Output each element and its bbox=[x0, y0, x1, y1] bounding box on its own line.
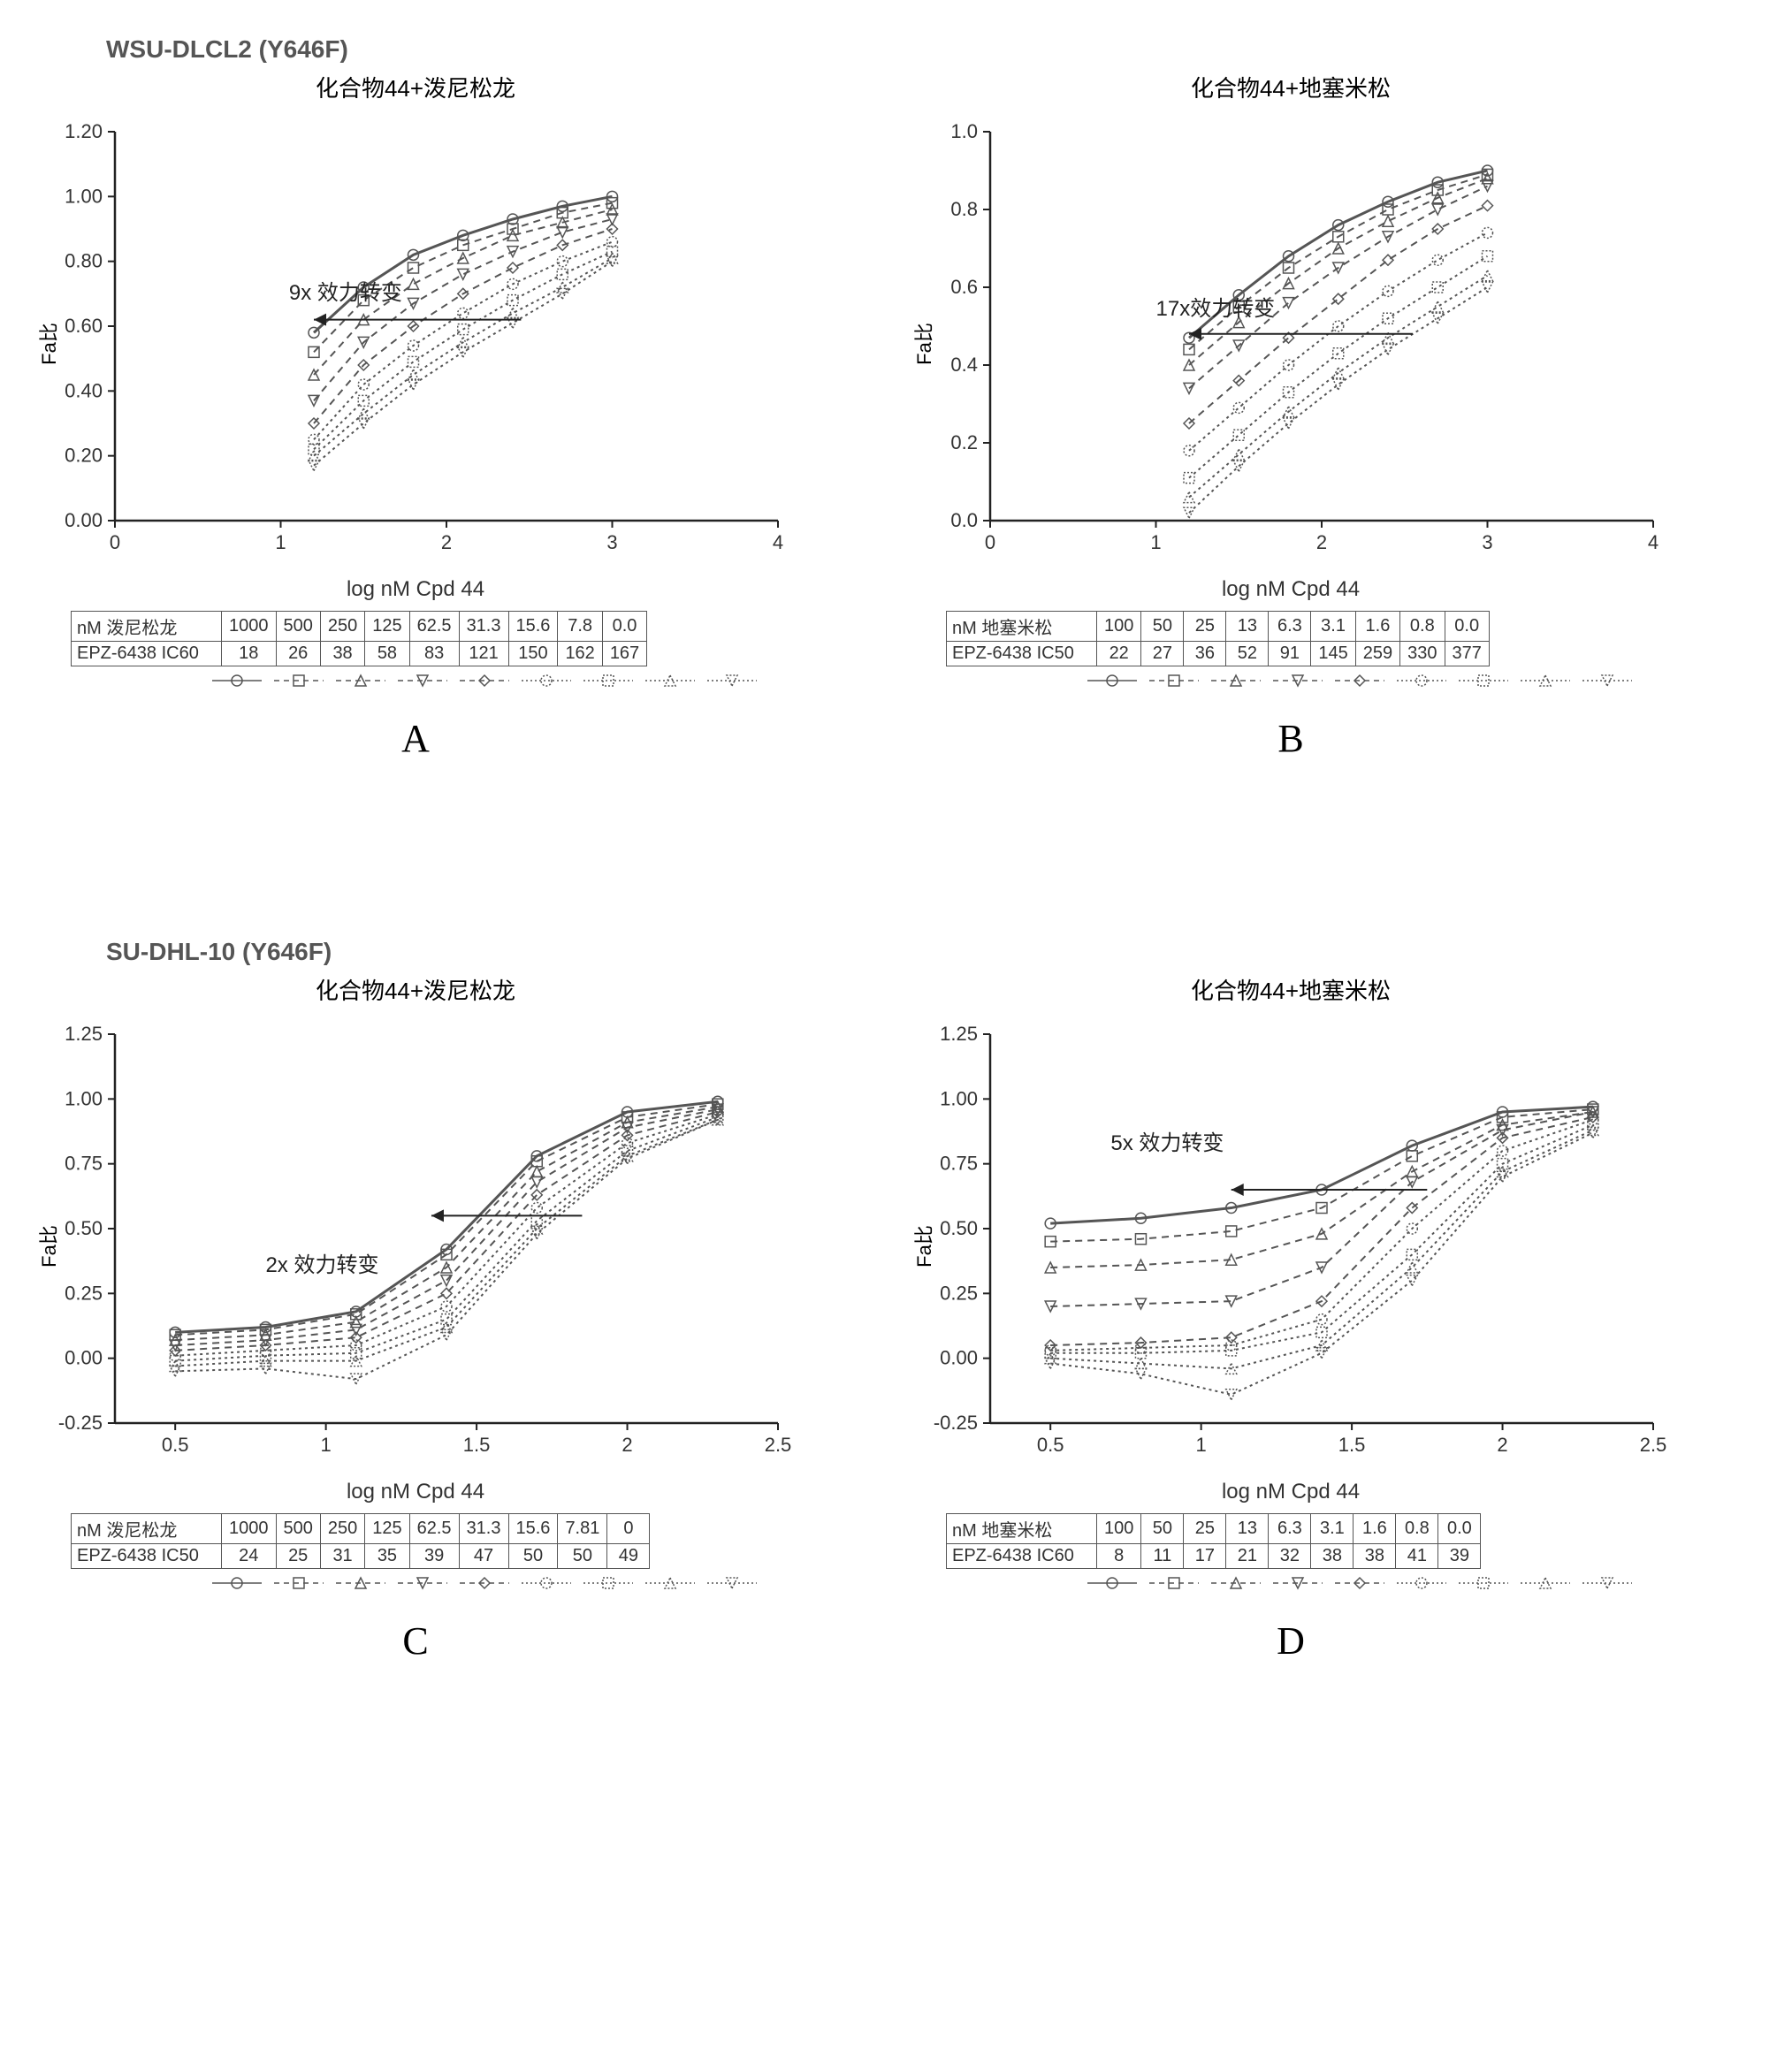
panel-D-xlabel: log nM Cpd 44 bbox=[911, 1480, 1671, 1504]
svg-text:3: 3 bbox=[606, 531, 617, 553]
svg-text:0.50: 0.50 bbox=[65, 1217, 103, 1239]
panel-A-subtitle: 化合物44+泼尼松龙 bbox=[35, 71, 796, 103]
svg-text:4: 4 bbox=[773, 531, 783, 553]
panel-B: 化合物44+地塞米松 Fa比 0 1 2 3 4 0.0 0.2 0.4 0.6 0.8 1.0 1… bbox=[911, 35, 1671, 761]
panel-D-header bbox=[911, 938, 1671, 966]
svg-text:3: 3 bbox=[1482, 531, 1492, 553]
svg-text:1: 1 bbox=[321, 1434, 332, 1456]
svg-text:2.5: 2.5 bbox=[765, 1434, 792, 1456]
panel-C-legend bbox=[212, 1574, 796, 1592]
svg-text:1.25: 1.25 bbox=[940, 1023, 978, 1045]
svg-text:1: 1 bbox=[1196, 1434, 1207, 1456]
svg-text:0.4: 0.4 bbox=[950, 354, 978, 376]
panel-B-header bbox=[911, 35, 1671, 64]
panel-B-ylabel: Fa比 bbox=[909, 323, 937, 365]
svg-text:1.20: 1.20 bbox=[65, 120, 103, 142]
svg-text:0.6: 0.6 bbox=[950, 276, 978, 298]
panel-C-table: nM 泼尼松龙100050025012562.531.315.67.810EPZ… bbox=[71, 1513, 650, 1569]
svg-text:0.5: 0.5 bbox=[162, 1434, 189, 1456]
panel-D-annotation: 5x 效力转变 bbox=[1110, 1125, 1224, 1156]
panel-D-table: nM 地塞米松1005025136.33.11.60.80.0EPZ-6438 … bbox=[946, 1513, 1481, 1569]
svg-text:0.5: 0.5 bbox=[1037, 1434, 1064, 1456]
svg-text:0.00: 0.00 bbox=[65, 1347, 103, 1369]
svg-text:0.75: 0.75 bbox=[940, 1153, 978, 1175]
svg-text:1.25: 1.25 bbox=[65, 1023, 103, 1045]
svg-text:1.00: 1.00 bbox=[65, 1087, 103, 1109]
panel-A-legend bbox=[212, 672, 796, 689]
panel-C-xlabel: log nM Cpd 44 bbox=[35, 1480, 796, 1504]
svg-text:1.00: 1.00 bbox=[940, 1087, 978, 1109]
panel-B-subtitle: 化合物44+地塞米松 bbox=[911, 71, 1671, 103]
panel-D-chart: Fa比 0.5 1 1.5 2 2.5 -0.25 0.00 0.25 0.50 0.75 1.00… bbox=[911, 1016, 1671, 1476]
panel-C-letter: C bbox=[35, 1618, 796, 1664]
svg-text:1: 1 bbox=[275, 531, 286, 553]
svg-text:4: 4 bbox=[1648, 531, 1659, 553]
panel-A-letter: A bbox=[35, 716, 796, 761]
panel-C-subtitle: 化合物44+泼尼松龙 bbox=[35, 973, 796, 1006]
svg-text:2: 2 bbox=[621, 1434, 632, 1456]
svg-text:1.5: 1.5 bbox=[463, 1434, 491, 1456]
svg-text:0: 0 bbox=[110, 531, 120, 553]
panel-D-ylabel: Fa比 bbox=[909, 1225, 937, 1268]
svg-text:2: 2 bbox=[1316, 531, 1327, 553]
svg-text:2: 2 bbox=[1497, 1434, 1507, 1456]
svg-text:0.25: 0.25 bbox=[65, 1282, 103, 1304]
svg-text:0.8: 0.8 bbox=[950, 198, 978, 220]
svg-text:0.25: 0.25 bbox=[940, 1282, 978, 1304]
panel-C-ylabel: Fa比 bbox=[34, 1225, 62, 1268]
panel-B-chart: Fa比 0 1 2 3 4 0.0 0.2 0.4 0.6 0.8 1.0 17x效力转变 bbox=[911, 114, 1671, 574]
panel-D: 化合物44+地塞米松 Fa比 0.5 1 1.5 2 2.5 -0.25 0.00 0.25 0… bbox=[911, 938, 1671, 1664]
panel-A-xlabel: log nM Cpd 44 bbox=[35, 577, 796, 602]
svg-text:0.00: 0.00 bbox=[65, 509, 103, 531]
panel-D-subtitle: 化合物44+地塞米松 bbox=[911, 973, 1671, 1006]
panel-C-header: SU-DHL-10 (Y646F) bbox=[35, 938, 796, 966]
panel-B-annotation: 17x效力转变 bbox=[1156, 291, 1276, 322]
svg-text:1.0: 1.0 bbox=[950, 120, 978, 142]
svg-text:0.40: 0.40 bbox=[65, 379, 103, 401]
svg-text:0.2: 0.2 bbox=[950, 431, 978, 453]
panel-D-legend bbox=[1087, 1574, 1671, 1592]
svg-text:0.50: 0.50 bbox=[940, 1217, 978, 1239]
panel-B-table: nM 地塞米松1005025136.33.11.60.80.0EPZ-6438 … bbox=[946, 611, 1490, 666]
svg-text:0.80: 0.80 bbox=[65, 250, 103, 272]
panel-C-chart: Fa比 0.5 1 1.5 2 2.5 -0.25 0.00 0.25 0.50 0.75 1.00… bbox=[35, 1016, 796, 1476]
panel-A: WSU-DLCL2 (Y646F) 化合物44+泼尼松龙 Fa比 0 1 2 3 4 0.… bbox=[35, 35, 796, 761]
svg-text:2.5: 2.5 bbox=[1640, 1434, 1667, 1456]
svg-text:0.00: 0.00 bbox=[940, 1347, 978, 1369]
panel-A-ylabel: Fa比 bbox=[34, 323, 62, 365]
svg-text:-0.25: -0.25 bbox=[58, 1412, 103, 1434]
figure-grid: WSU-DLCL2 (Y646F) 化合物44+泼尼松龙 Fa比 0 1 2 3 4 0.… bbox=[35, 35, 1715, 1664]
svg-text:1: 1 bbox=[1150, 531, 1161, 553]
svg-text:1.5: 1.5 bbox=[1338, 1434, 1366, 1456]
panel-A-table: nM 泼尼松龙100050025012562.531.315.67.80.0EP… bbox=[71, 611, 647, 666]
svg-text:0.60: 0.60 bbox=[65, 315, 103, 337]
panel-B-xlabel: log nM Cpd 44 bbox=[911, 577, 1671, 602]
panel-A-chart: Fa比 0 1 2 3 4 0.00 0.20 0.40 0.60 0.80 1.00 1.20 9x… bbox=[35, 114, 796, 574]
panel-A-header: WSU-DLCL2 (Y646F) bbox=[35, 35, 796, 64]
panel-B-letter: B bbox=[911, 716, 1671, 761]
panel-B-legend bbox=[1087, 672, 1671, 689]
panel-D-letter: D bbox=[911, 1618, 1671, 1664]
svg-text:2: 2 bbox=[441, 531, 452, 553]
svg-text:0.75: 0.75 bbox=[65, 1153, 103, 1175]
svg-text:0.0: 0.0 bbox=[950, 509, 978, 531]
panel-A-annotation: 9x 效力转变 bbox=[289, 275, 402, 306]
svg-text:0: 0 bbox=[985, 531, 995, 553]
panel-C-annotation: 2x 效力转变 bbox=[265, 1247, 378, 1278]
svg-text:1.00: 1.00 bbox=[65, 185, 103, 207]
svg-text:0.20: 0.20 bbox=[65, 445, 103, 467]
svg-text:-0.25: -0.25 bbox=[934, 1412, 978, 1434]
panel-C: SU-DHL-10 (Y646F) 化合物44+泼尼松龙 Fa比 0.5 1 1.5… bbox=[35, 938, 796, 1664]
